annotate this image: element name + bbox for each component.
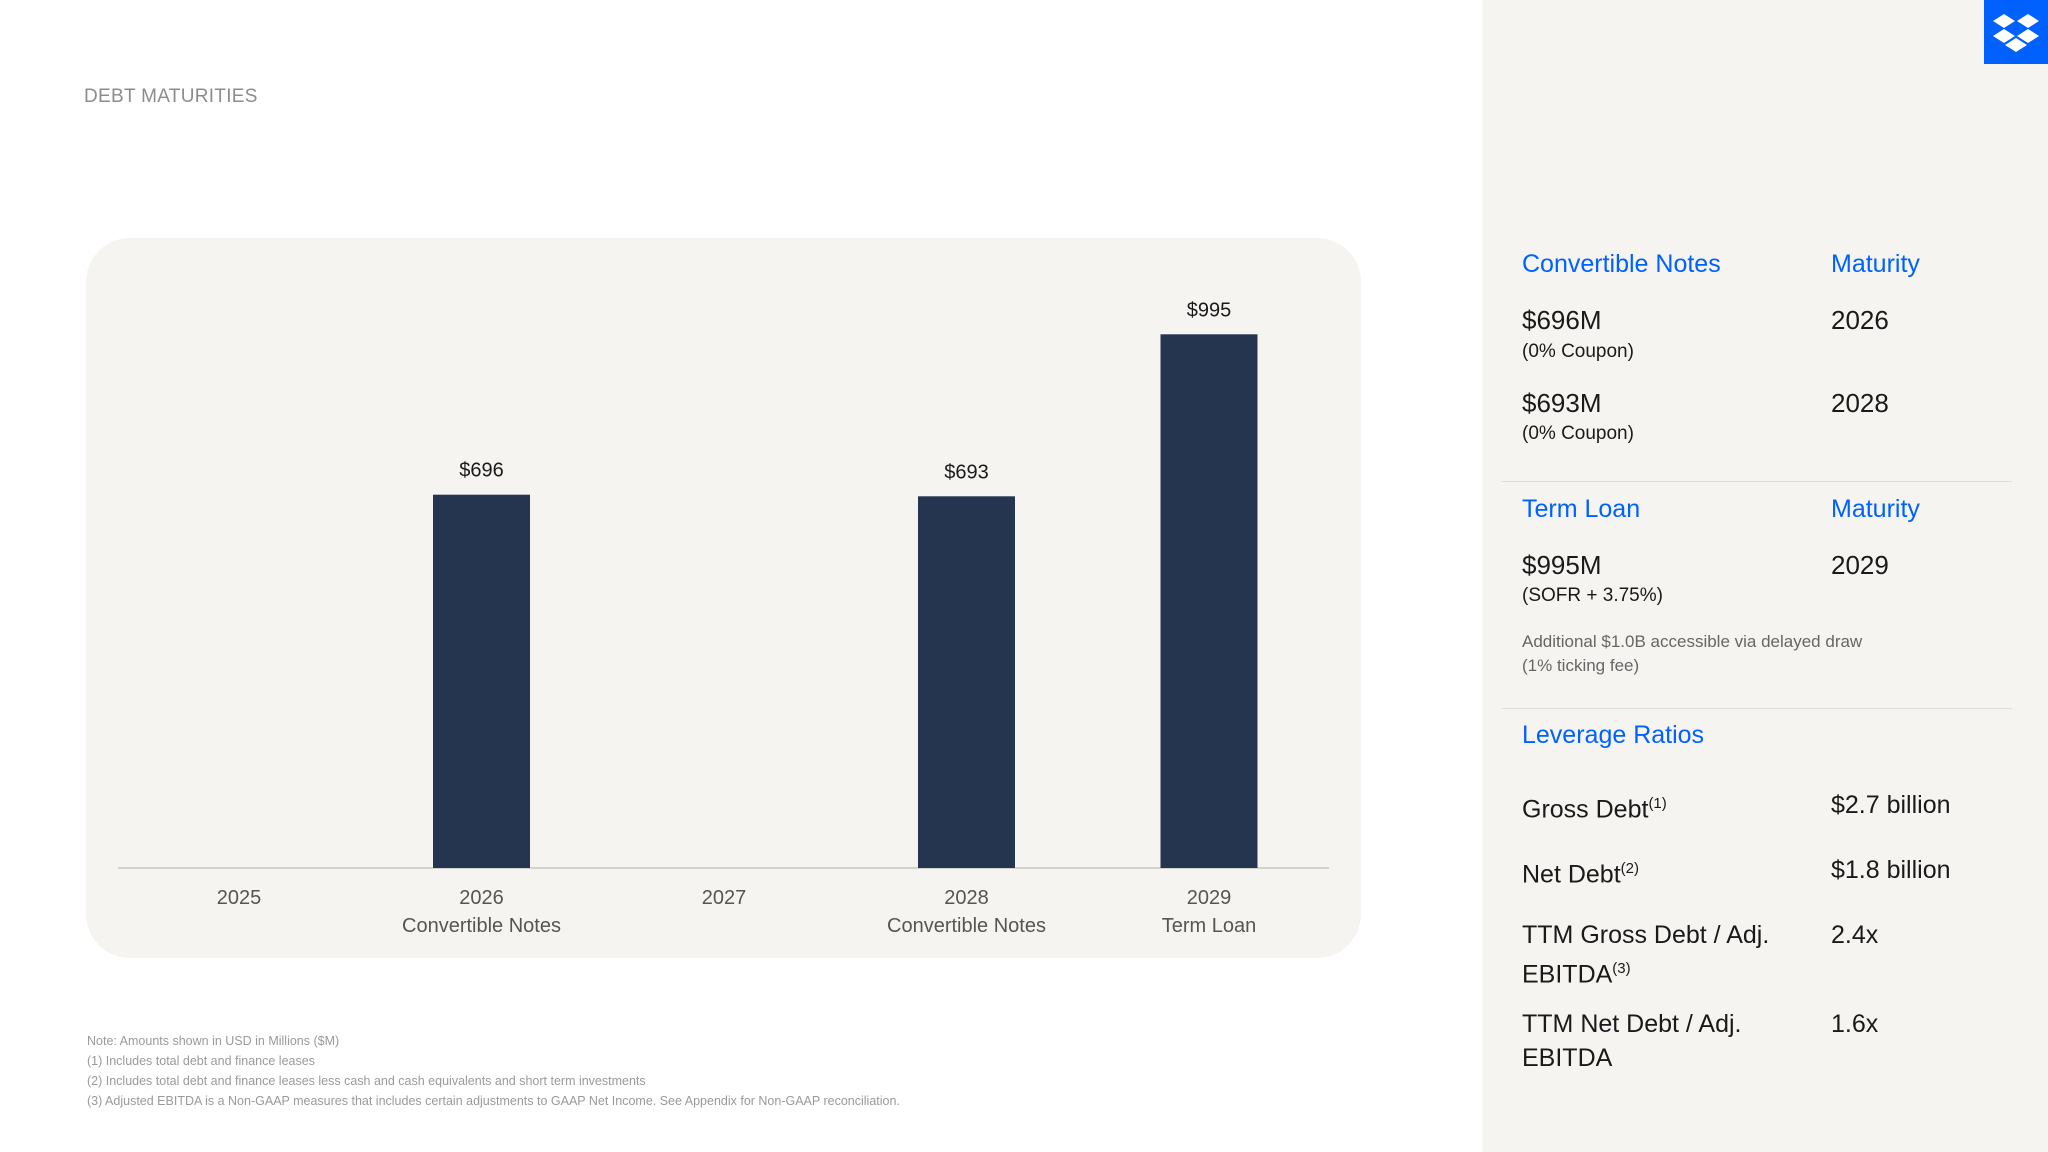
x-tick-label-2026: 2026 xyxy=(459,887,504,909)
convertible-2-maturity: 2028 xyxy=(1831,388,1889,418)
ttm-net-debt-ebitda-label: TTM Net Debt / Adj. EBITDA xyxy=(1522,1010,1742,1072)
gross-debt-value: $2.7 billion xyxy=(1831,791,1951,819)
x-sublabel-2026: Convertible Notes xyxy=(402,915,561,937)
data-label-2028: $693 xyxy=(944,461,989,483)
net-debt-value: $1.8 billion xyxy=(1831,856,1951,884)
data-label-2029: $995 xyxy=(1187,299,1232,321)
right-panel xyxy=(1482,0,2048,1152)
x-tick-label-2027: 2027 xyxy=(702,887,747,909)
bar-2029 xyxy=(1160,334,1258,868)
ttm-gross-debt-ebitda-value: 2.4x xyxy=(1831,921,1879,949)
data-label-2026: $696 xyxy=(459,460,504,482)
term-loan-detail: (SOFR + 3.75%) xyxy=(1522,585,1663,606)
convertible-maturity-heading: Maturity xyxy=(1831,250,1920,278)
x-sublabel-2028: Convertible Notes xyxy=(887,915,1046,937)
footnote-2: (2) Includes total debt and finance leas… xyxy=(87,1074,646,1088)
dropbox-logo-icon xyxy=(1984,0,2048,64)
section-divider xyxy=(1502,481,2012,482)
net-debt-label: Net Debt(2) xyxy=(1522,860,1640,889)
convertible-1-detail: (0% Coupon) xyxy=(1522,341,1634,362)
x-tick-label-2029: 2029 xyxy=(1187,887,1232,909)
bar-2026 xyxy=(433,494,530,868)
term-loan-heading: Term Loan xyxy=(1522,495,1641,523)
term-loan-maturity: 2029 xyxy=(1831,550,1889,580)
term-loan-note-line2: (1% ticking fee) xyxy=(1522,656,1640,675)
ttm-net-debt-ebitda-value: 1.6x xyxy=(1831,1010,1879,1038)
gross-debt-label: Gross Debt(1) xyxy=(1522,795,1667,824)
x-tick-label-2028: 2028 xyxy=(944,887,989,909)
footnote-3: (3) Adjusted EBITDA is a Non-GAAP measur… xyxy=(87,1094,900,1108)
term-loan-note-line1: Additional $1.0B accessible via delayed … xyxy=(1522,632,1863,651)
convertible-notes-heading: Convertible Notes xyxy=(1522,250,1721,278)
term-loan-note: Additional $1.0B accessible via delayed … xyxy=(1522,630,1862,678)
convertible-1-maturity: 2026 xyxy=(1831,305,1889,335)
term-loan-amount: $995M xyxy=(1522,550,1602,580)
section-divider xyxy=(1502,708,2012,709)
dropbox-logo-glyph xyxy=(1993,14,2039,52)
x-tick-label-2025: 2025 xyxy=(217,887,262,909)
convertible-2-amount: $693M xyxy=(1522,388,1602,418)
convertible-2-detail: (0% Coupon) xyxy=(1522,423,1634,444)
bar-2028 xyxy=(918,496,1015,868)
x-sublabel-2029: Term Loan xyxy=(1162,915,1257,937)
leverage-ratios-heading: Leverage Ratios xyxy=(1522,721,1705,749)
footnote-note: Note: Amounts shown in USD in Millions (… xyxy=(87,1034,340,1048)
debt-maturities-chart: 2025 $696 2026 Convertible Notes 2027 $693 202… xyxy=(118,299,1329,937)
chart-card: 2025 $696 2026 Convertible Notes 2027 $693 202… xyxy=(86,238,1361,958)
footnote-1: (1) Includes total debt and finance leas… xyxy=(87,1054,315,1068)
page-title: DEBT MATURITIES xyxy=(84,86,258,107)
footnotes: Note: Amounts shown in USD in Millions (… xyxy=(87,1031,900,1111)
term-loan-maturity-heading: Maturity xyxy=(1831,495,1920,523)
convertible-1-amount: $696M xyxy=(1522,305,1602,335)
ttm-gross-debt-ebitda-label: TTM Gross Debt / Adj. EBITDA(3) xyxy=(1522,921,1770,989)
